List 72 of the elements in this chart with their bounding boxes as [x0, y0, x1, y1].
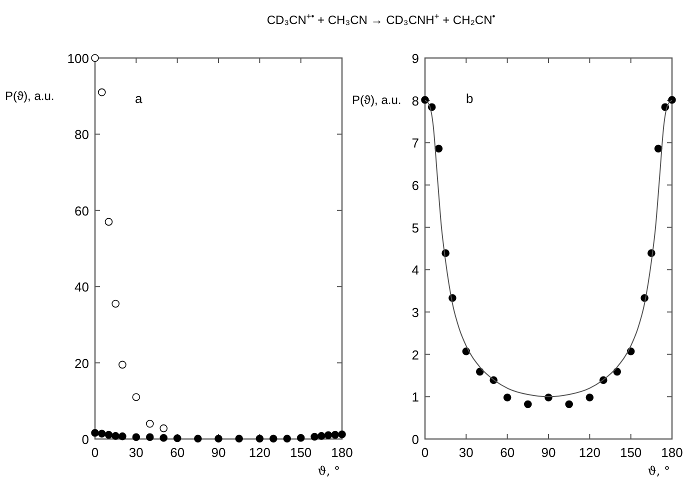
y-tick-label: 6 [412, 178, 419, 193]
x-axis-title: ϑ, ° [648, 464, 670, 478]
x-tick-label: 180 [331, 445, 353, 460]
y-tick-label: 60 [74, 203, 89, 218]
point [132, 433, 140, 441]
y-tick-label: 4 [412, 262, 419, 278]
y-tick-label: 20 [74, 356, 89, 371]
point [98, 88, 106, 96]
x-tick-label: 90 [541, 445, 556, 460]
point [434, 144, 443, 152]
x-tick-label: 150 [620, 445, 642, 460]
y-tick-label: 9 [412, 51, 419, 66]
point [283, 434, 292, 443]
point [104, 218, 113, 226]
x-tick-label: 120 [248, 445, 271, 460]
x-tick-label: 90 [211, 445, 226, 460]
point [194, 434, 202, 443]
point [503, 394, 512, 402]
point [160, 424, 168, 432]
y-tick-label: 80 [74, 127, 89, 142]
point [318, 432, 326, 440]
annotation: a [135, 91, 143, 106]
x-tick-label: 0 [91, 445, 99, 460]
point [296, 434, 305, 442]
point [112, 432, 120, 440]
point [112, 300, 120, 308]
y-tick-label: 40 [74, 280, 89, 295]
x-tick-label: 30 [458, 445, 474, 460]
point [586, 394, 594, 402]
point [173, 434, 182, 442]
point [146, 433, 154, 441]
point [310, 432, 318, 441]
x-tick-label: 60 [500, 445, 515, 460]
y-tick-label: 7 [412, 136, 419, 151]
x-tick-label: 120 [578, 445, 601, 460]
point [98, 430, 106, 438]
x-tick-label: 60 [170, 445, 185, 460]
x-tick-label: 150 [290, 445, 312, 460]
y-axis-title: P(ϑ), a.u. [5, 89, 54, 103]
y-tick-label: 100 [67, 51, 89, 66]
point [132, 393, 140, 401]
y-tick-label: 2 [412, 347, 419, 362]
point [235, 434, 243, 443]
point [118, 360, 126, 369]
x-tick-label: 30 [128, 445, 144, 460]
point [256, 434, 264, 443]
point [91, 429, 99, 437]
y-tick-label: 8 [412, 93, 419, 108]
y-tick-label: 0 [412, 432, 419, 447]
x-tick-label: 0 [421, 445, 429, 460]
point [160, 434, 168, 442]
point [331, 430, 340, 439]
y-tick-label: 5 [412, 220, 419, 236]
point [214, 434, 222, 443]
point [565, 400, 573, 408]
point [146, 420, 154, 428]
point [118, 432, 126, 440]
y-axis-title: P(ϑ), a.u. [352, 93, 402, 107]
annotation: b [466, 91, 474, 106]
point [104, 430, 113, 439]
y-tick-label: 3 [412, 305, 419, 320]
point [91, 54, 99, 62]
point [338, 430, 346, 438]
point [654, 144, 662, 152]
y-tick-label: 1 [412, 390, 419, 405]
point [524, 400, 532, 408]
x-axis-title: ϑ, ° [318, 464, 340, 478]
y-tick-label: 0 [82, 432, 89, 447]
text: CD₃CN$^{+•}$ + CH₃CN → CD₃CNH$^{+}$ + CH₂CN$^{•}$ [266, 11, 496, 27]
x-tick-label: 180 [661, 445, 683, 460]
point [269, 434, 278, 443]
point [324, 431, 332, 440]
